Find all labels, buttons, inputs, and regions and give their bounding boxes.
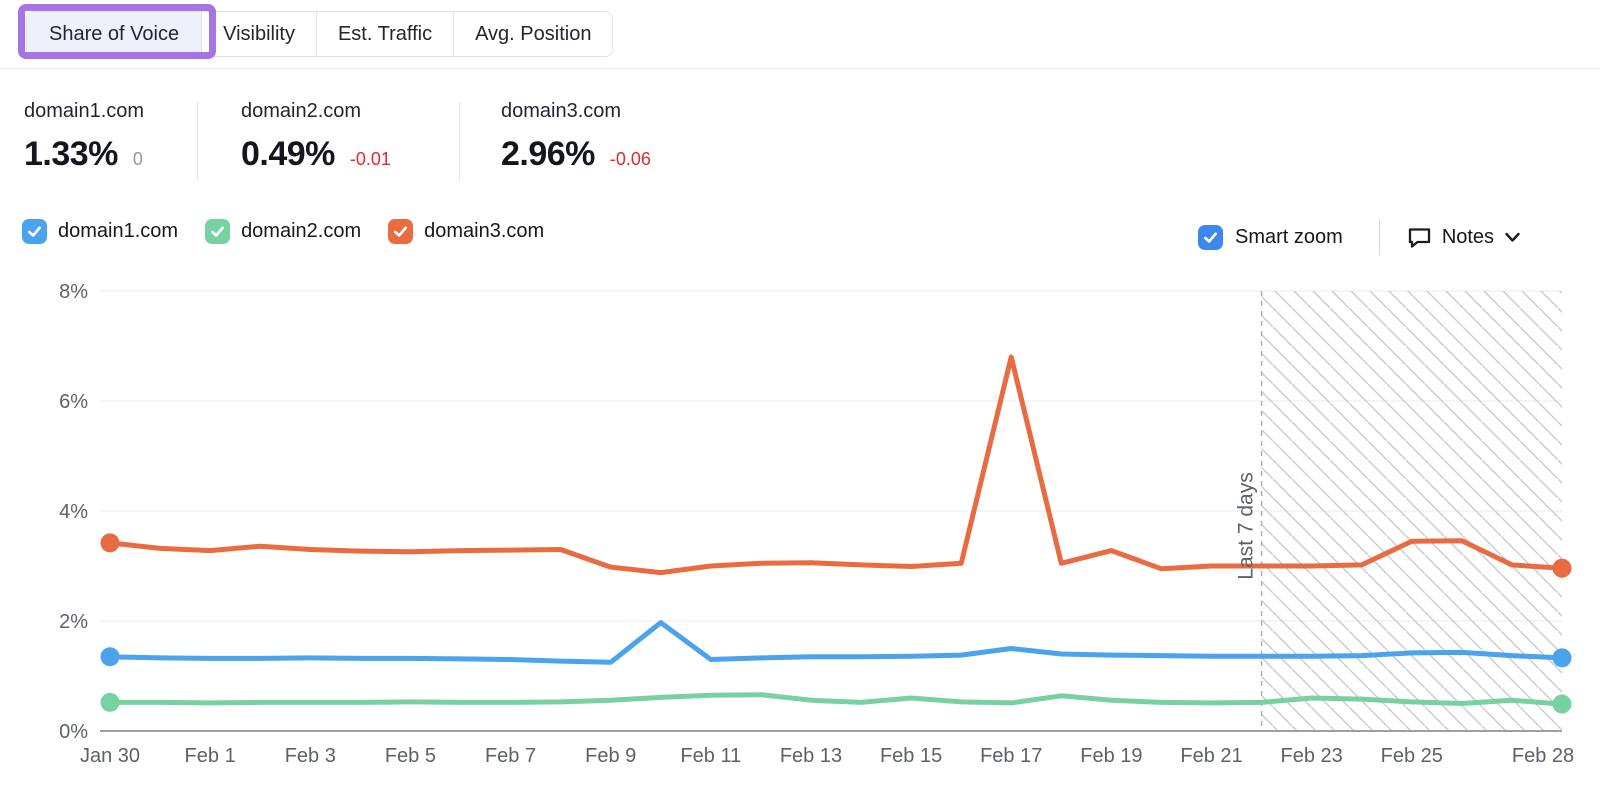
x-axis-label: Feb 17: [980, 745, 1042, 767]
metric-delta: -0.01: [349, 149, 391, 169]
x-axis-label: Feb 19: [1080, 745, 1142, 767]
legend-item-domain1[interactable]: domain1.com: [22, 219, 178, 244]
y-axis-label: 2%: [59, 611, 88, 633]
legend-item-domain3[interactable]: domain3.com: [388, 219, 544, 244]
metric-delta: -0.06: [609, 149, 651, 169]
notes-label: Notes: [1441, 225, 1495, 248]
legend-label: domain1.com: [58, 220, 179, 242]
endpoint-dot-domain3.com: [100, 533, 120, 553]
series-line-domain3.com: [107, 354, 1565, 576]
endpoint-dot-domain1.com: [100, 647, 120, 667]
x-axis-label: Feb 13: [780, 745, 842, 767]
tab-avg-position[interactable]: Avg. Position: [475, 23, 592, 45]
y-axis-label: 4%: [59, 501, 88, 523]
tab-share-of-voice[interactable]: Share of Voice: [27, 12, 203, 56]
metric-domain-name: domain2.com: [241, 100, 362, 122]
legend-label: domain2.com: [241, 220, 362, 242]
tab-visibility[interactable]: Visibility: [202, 12, 317, 56]
y-axis-label: 6%: [59, 391, 88, 413]
x-axis-label: Feb 5: [385, 745, 436, 767]
checkmark-icon: [27, 226, 42, 237]
x-axis-label: Feb 23: [1281, 745, 1343, 767]
x-axis-label: Feb 11: [680, 745, 741, 767]
x-axis-label: Feb 15: [880, 745, 942, 767]
x-axis-label: Feb 25: [1381, 745, 1443, 767]
x-axis-label: Feb 1: [185, 745, 236, 767]
metric-domain-name: domain3.com: [501, 100, 622, 122]
tabs-divider: [0, 68, 1600, 69]
domain1-checkbox[interactable]: [22, 219, 47, 244]
metric-separator: [459, 102, 460, 180]
share-of-voice-chart[interactable]: 0% 2% 4% 6% 8% Last 7 days Jan 30 Feb 1 Feb 3 Feb…: [0, 270, 1600, 805]
forecast-label: Last 7 days: [1235, 472, 1258, 579]
endpoint-dot-domain1.com: [1552, 648, 1572, 668]
legend-item-domain2[interactable]: domain2.com: [205, 219, 361, 244]
chart-controls: Smart zoom Notes: [1198, 219, 1521, 255]
metric-card-domain2: domain2.com 0.49% -0.01: [241, 100, 391, 174]
chevron-down-icon: [1505, 232, 1520, 242]
smart-zoom-checkbox[interactable]: [1198, 224, 1223, 250]
endpoint-dot-domain2.com: [100, 692, 120, 712]
checkmark-icon: [211, 226, 225, 237]
controls-divider: [1378, 219, 1380, 255]
metric-card-domain1: domain1.com 1.33% 0: [24, 100, 144, 174]
x-axis-label: Feb 28: [1512, 745, 1574, 767]
endpoint-dot-domain3.com: [1552, 558, 1572, 578]
series-line-domain1.com: [107, 620, 1565, 665]
series-line-domain2.com: [107, 692, 1565, 707]
metric-separator: [197, 102, 198, 180]
y-axis-label: 0%: [59, 721, 88, 743]
metric-value: 1.33%: [24, 135, 118, 173]
x-axis-label: Jan 30: [80, 745, 140, 767]
x-axis-label: Feb 7: [485, 745, 536, 767]
smart-zoom-label: Smart zoom: [1235, 225, 1343, 248]
chart-legend: domain1.com domain2.com domain3.com: [22, 219, 544, 244]
x-axis-label: Feb 3: [285, 745, 336, 767]
speech-bubble-icon: [1408, 228, 1430, 248]
endpoint-dot-domain2.com: [1552, 694, 1572, 714]
x-axis-label: Feb 9: [585, 745, 636, 767]
x-axis-label: Feb 21: [1180, 745, 1242, 767]
notes-button[interactable]: Notes: [1406, 225, 1521, 249]
metric-value: 2.96%: [501, 135, 595, 173]
tab-est-traffic[interactable]: Est. Traffic: [317, 12, 455, 56]
forecast-hatch-region: [1261, 291, 1562, 731]
domain3-checkbox[interactable]: [388, 219, 414, 244]
metric-tabs: Share of Voice Visibility Est. Traffic A…: [26, 11, 614, 57]
metric-card-domain3: domain3.com 2.96% -0.06: [501, 100, 651, 174]
domain2-checkbox[interactable]: [205, 219, 231, 244]
metric-delta: 0: [132, 149, 143, 169]
y-axis-label: 8%: [59, 281, 88, 303]
checkmark-icon: [1203, 231, 1218, 243]
metric-domain-name: domain1.com: [24, 100, 145, 122]
checkmark-icon: [394, 226, 408, 237]
metric-value: 0.49%: [241, 135, 335, 173]
legend-label: domain3.com: [424, 220, 545, 242]
